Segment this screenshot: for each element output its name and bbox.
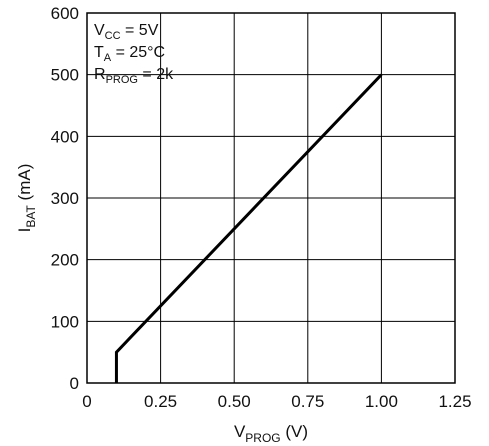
y-tick-label: 100 [51, 312, 79, 331]
y-axis-title: IBAT (mA) [15, 164, 38, 233]
x-tick-label: 0.75 [291, 392, 324, 411]
y-axis-title-sub: BAT [24, 205, 38, 228]
condition-label: RPROG = 2k [94, 66, 174, 86]
x-tick-label: 0 [82, 392, 91, 411]
y-tick-label: 200 [51, 251, 79, 270]
x-tick-label: 0.50 [218, 392, 251, 411]
plot-frame [86, 12, 456, 384]
y-tick-labels: 0 100 200 300 400 500 600 [51, 4, 79, 393]
condition-label: VCC = 5V [94, 22, 159, 42]
x-tick-label: 0.25 [144, 392, 177, 411]
y-tick-label: 500 [51, 66, 79, 85]
x-axis-title-unit: (V) [281, 422, 308, 441]
y-tick-label: 400 [51, 127, 79, 146]
x-tick-label: 1.00 [365, 392, 398, 411]
y-tick-label: 300 [51, 189, 79, 208]
y-axis-title-main: I [15, 228, 34, 233]
series-line [114, 73, 383, 383]
x-tick-label: 1.25 [438, 392, 471, 411]
x-axis-title: VPROG (V) [234, 422, 308, 445]
y-tick-label: 0 [70, 374, 79, 393]
y-axis-title-unit: (mA) [15, 164, 34, 206]
x-axis-title-sub: PROG [245, 431, 280, 445]
x-axis-title-main: V [234, 422, 246, 441]
series [114, 73, 383, 383]
condition-label: TA = 25°C [94, 44, 165, 64]
x-tick-labels: 0 0.25 0.50 0.75 1.00 1.25 [82, 392, 471, 411]
y-tick-label: 600 [51, 4, 79, 23]
